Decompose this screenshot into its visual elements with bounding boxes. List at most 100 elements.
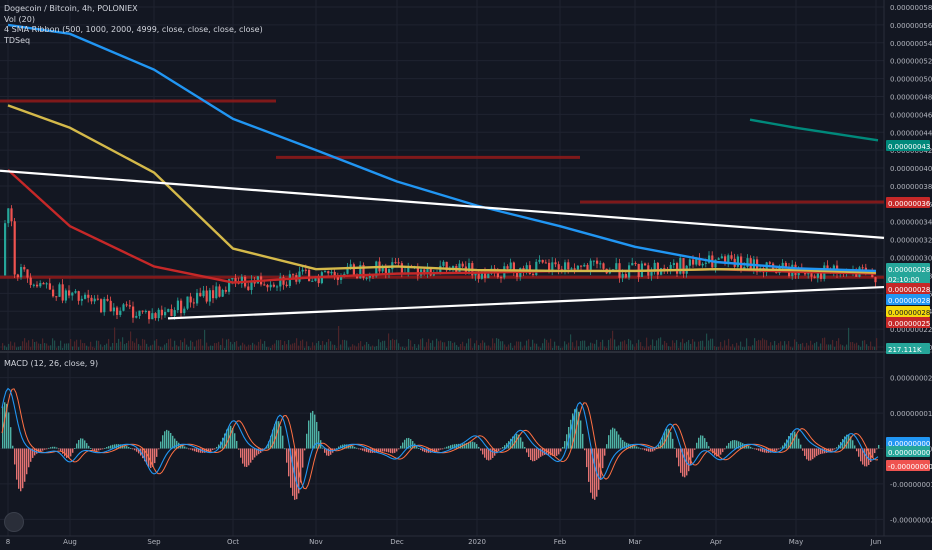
y-tick-label: 0.00000052 xyxy=(890,58,932,66)
volume-bar xyxy=(174,340,176,350)
macd-histogram-bar xyxy=(308,420,310,449)
volume-bar xyxy=(552,347,554,350)
volume-bar xyxy=(136,338,138,350)
candle-body xyxy=(445,261,448,271)
tradingview-logo-icon[interactable] xyxy=(4,512,24,532)
volume-bar xyxy=(630,340,632,350)
macd-histogram-bar xyxy=(866,448,868,467)
volume-bar xyxy=(528,339,530,350)
candle-body xyxy=(861,267,864,269)
macd-histogram-bar xyxy=(174,438,176,449)
macd-histogram-bar xyxy=(694,448,696,450)
volume-bar xyxy=(372,345,374,350)
volume-bar xyxy=(532,339,534,350)
volume-bar xyxy=(122,337,124,350)
volume-bar xyxy=(572,342,574,350)
volume-bar xyxy=(430,342,432,350)
candle-body xyxy=(644,263,647,266)
volume-bar xyxy=(712,338,714,350)
candle-body xyxy=(71,292,74,296)
macd-histogram-bar xyxy=(144,448,146,462)
macd-histogram-bar xyxy=(710,448,712,451)
volume-bar xyxy=(278,340,280,350)
volume-bar xyxy=(480,343,482,350)
sma-ribbon-legend[interactable]: 4 SMA Ribbon (500, 1000, 2000, 4999, clo… xyxy=(4,25,263,34)
macd-histogram-bar xyxy=(754,448,756,450)
candle-body xyxy=(308,269,311,282)
volume-bar xyxy=(706,333,708,350)
macd-histogram-bar xyxy=(640,448,642,450)
macd-histogram-bar xyxy=(98,448,100,451)
macd-histogram-bar xyxy=(454,444,456,449)
candle-body xyxy=(506,266,509,269)
candle-body xyxy=(112,307,115,312)
volume-bar xyxy=(684,343,686,350)
candle-body xyxy=(64,290,67,301)
volume-bar xyxy=(262,343,264,350)
volume-bar xyxy=(468,338,470,350)
macd-histogram-bar xyxy=(138,448,140,454)
macd-legend-label[interactable]: MACD (12, 26, close, 9) xyxy=(4,359,99,368)
volume-bar xyxy=(768,345,770,350)
volume-bar xyxy=(374,346,376,350)
macd-histogram-bar xyxy=(374,448,376,453)
macd-histogram-bar xyxy=(30,448,32,462)
macd-histogram-bar xyxy=(580,420,582,449)
volume-bar xyxy=(694,341,696,350)
macd-histogram-bar xyxy=(480,448,482,451)
candle-body xyxy=(743,266,746,270)
candle-body xyxy=(154,313,157,319)
volume-bar xyxy=(24,338,26,350)
symbol-title[interactable]: Dogecoin / Bitcoin, 4h, POLONIEX xyxy=(4,4,138,13)
volume-bar xyxy=(784,341,786,350)
volume-legend[interactable]: Vol (20) xyxy=(4,14,35,24)
volume-bar xyxy=(708,340,710,350)
candle-body xyxy=(90,297,93,302)
macd-histogram-bar xyxy=(538,448,540,459)
tdseq-legend[interactable]: TDSeq xyxy=(4,35,31,45)
volume-bar xyxy=(410,340,412,350)
candle-body xyxy=(663,268,666,270)
candle-body xyxy=(173,310,176,317)
sma-line-sma-1000 xyxy=(7,104,877,274)
candle-body xyxy=(586,264,589,271)
y-tick-label: 0.00000030 xyxy=(890,255,932,263)
candle-body xyxy=(768,262,771,264)
volume-bar xyxy=(758,339,760,350)
candle-body xyxy=(714,259,717,268)
candle-body xyxy=(602,263,605,269)
candle-body xyxy=(695,258,698,265)
y-tick-label: 0.00000056 xyxy=(890,22,932,30)
price-axis-label-bg xyxy=(886,140,930,151)
macd-histogram-bar xyxy=(500,448,502,450)
macd-histogram-bar xyxy=(170,432,172,449)
macd-histogram-bar xyxy=(488,448,490,461)
volume-bar xyxy=(464,346,466,350)
candle-body xyxy=(324,271,327,273)
macd-histogram-bar xyxy=(484,448,486,458)
volume-bar xyxy=(258,341,260,350)
volume-bar xyxy=(390,340,392,350)
macd-histogram-bar xyxy=(354,446,356,449)
volume-bar xyxy=(726,345,728,350)
candle-body xyxy=(186,296,189,309)
macd-histogram-bar xyxy=(434,448,436,452)
volume-bar xyxy=(224,347,226,350)
volume-bar xyxy=(422,338,424,350)
macd-histogram-bar xyxy=(518,434,520,449)
volume-bar xyxy=(512,347,514,350)
macd-histogram-bar xyxy=(88,445,90,449)
macd-histogram-bar xyxy=(102,448,104,450)
volume-bar xyxy=(194,346,196,350)
volume-bar xyxy=(678,347,680,350)
candle-body xyxy=(16,274,19,278)
volume-bar xyxy=(702,340,704,350)
volume-bar xyxy=(234,342,236,350)
candle-body xyxy=(330,271,333,274)
macd-histogram-bar xyxy=(398,448,400,450)
macd-histogram-bar xyxy=(114,444,116,449)
volume-bar xyxy=(478,345,480,350)
macd-histogram-bar xyxy=(690,448,692,466)
volume-bar xyxy=(100,344,102,350)
